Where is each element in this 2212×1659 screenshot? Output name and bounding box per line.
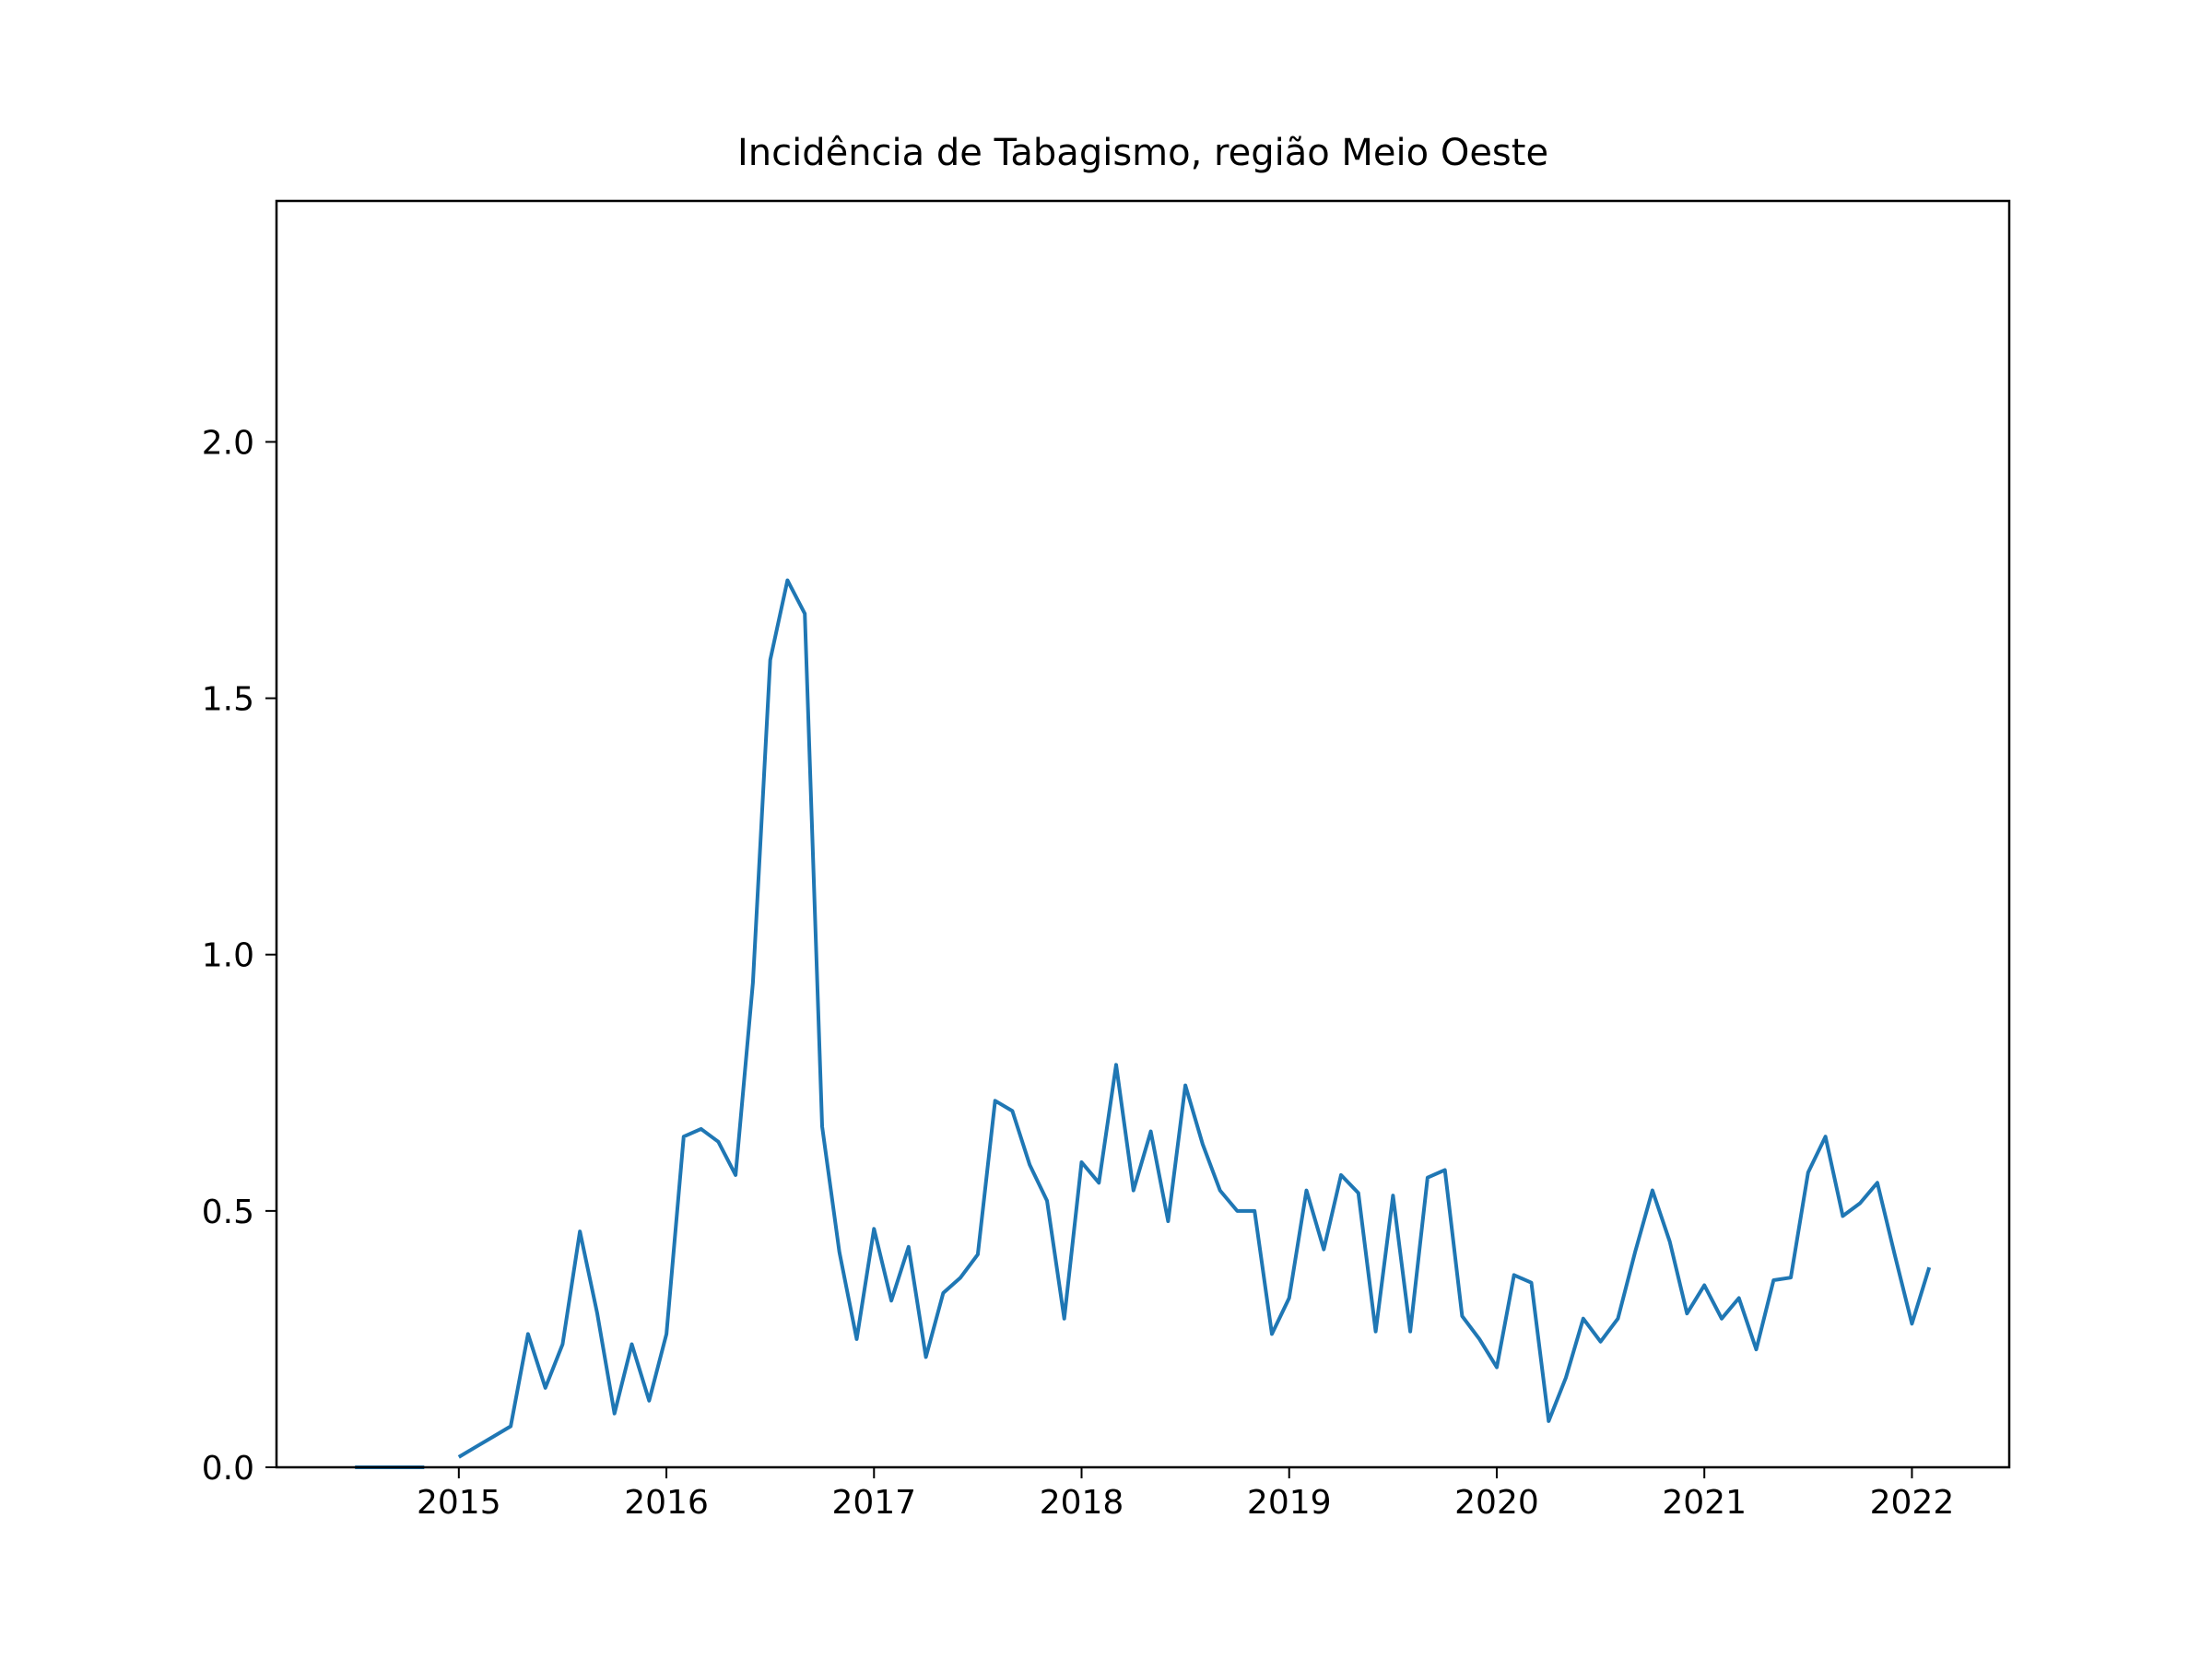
x-tick-label: 2019 (1247, 1484, 1332, 1522)
x-tick-label: 2021 (1662, 1484, 1747, 1522)
y-tick-label: 1.5 (202, 681, 254, 719)
y-tick-label: 1.0 (202, 937, 254, 975)
series-line (355, 578, 1932, 1469)
chart-title: Incidência de Tabagismo, região Meio Oes… (736, 132, 1549, 174)
y-tick-label: 2.0 (202, 424, 254, 462)
x-tick-label: 2017 (831, 1484, 916, 1522)
x-tick-label: 2016 (624, 1484, 709, 1522)
x-tick-label: 2020 (1454, 1484, 1539, 1522)
axes-frame (275, 199, 2011, 1469)
y-tick-label: 0.5 (202, 1194, 254, 1231)
x-tick-label: 2022 (1870, 1484, 1955, 1522)
y-tick-label: 0.0 (202, 1450, 254, 1488)
x-tick-label: 2015 (417, 1484, 501, 1522)
x-tick-label: 2018 (1040, 1484, 1124, 1522)
